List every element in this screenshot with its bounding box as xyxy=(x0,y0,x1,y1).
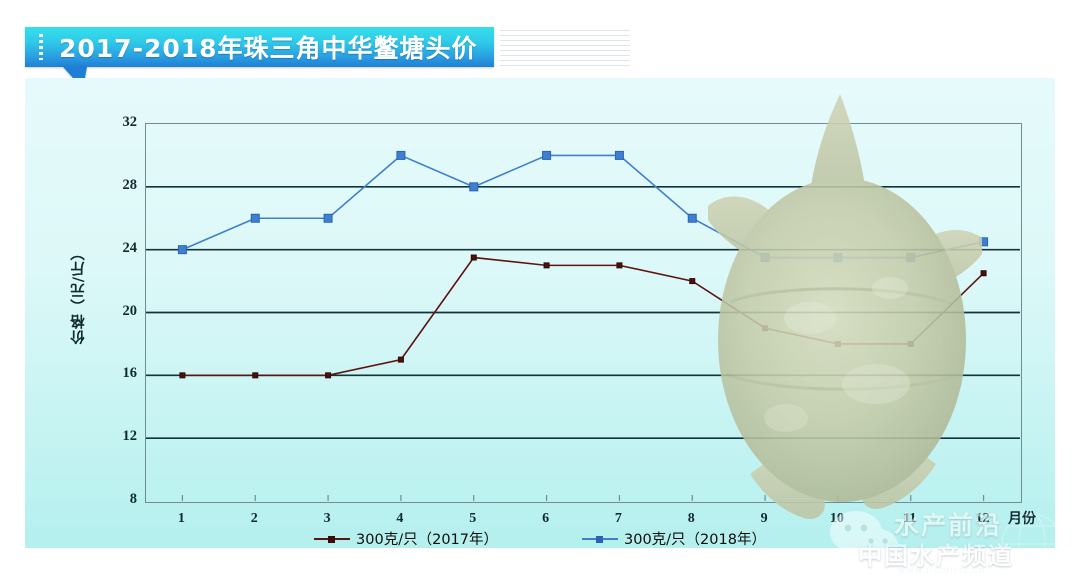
data-point[interactable] xyxy=(543,262,550,269)
data-point[interactable] xyxy=(325,372,332,379)
plot-area xyxy=(145,123,1022,503)
y-tick-label: 16 xyxy=(122,365,138,382)
data-point[interactable] xyxy=(614,150,624,160)
data-point[interactable] xyxy=(907,340,914,347)
data-point[interactable] xyxy=(762,325,769,332)
page-title: 2017-2018年珠三角中华鳖塘头价 xyxy=(59,34,478,63)
legend-label-2017: 300克/只（2017年） xyxy=(356,532,498,548)
data-point[interactable] xyxy=(760,253,770,263)
title-banner: 2017-2018年珠三角中华鳖塘头价 xyxy=(25,27,494,89)
data-point[interactable] xyxy=(542,150,552,160)
y-tick-label: 12 xyxy=(122,428,138,445)
y-axis-title: 价格（元/斤） xyxy=(71,245,87,345)
data-point[interactable] xyxy=(323,213,333,223)
x-tick-label: 10 xyxy=(829,511,844,526)
data-point[interactable] xyxy=(979,237,989,247)
data-point[interactable] xyxy=(687,213,697,223)
data-point[interactable] xyxy=(834,340,841,347)
x-tick-label: 8 xyxy=(687,511,695,526)
x-tick-label: 5 xyxy=(469,511,477,526)
chart-legend: 300克/只（2017年） 300克/只（2018年） xyxy=(25,528,1055,549)
data-point[interactable] xyxy=(177,245,187,255)
series-line-2017 xyxy=(182,256,985,377)
y-tick-label: 8 xyxy=(129,491,137,507)
x-tick-label: 9 xyxy=(760,511,768,526)
y-tick-label: 28 xyxy=(122,176,138,193)
legend-item-2018[interactable]: 300克/只（2018年） xyxy=(582,528,766,549)
x-tick-label: 6 xyxy=(542,511,550,526)
y-tick-label: 32 xyxy=(122,114,138,130)
data-point[interactable] xyxy=(906,253,916,263)
x-tick-label: 12 xyxy=(975,511,990,526)
legend-item-2017[interactable]: 300克/只（2017年） xyxy=(314,528,498,549)
data-point[interactable] xyxy=(397,356,404,363)
data-point[interactable] xyxy=(179,372,186,379)
x-tick-label: 11 xyxy=(903,511,917,526)
x-axis-title: 月份 xyxy=(1008,511,1036,527)
decor-lines xyxy=(500,30,630,66)
x-tick-label: 7 xyxy=(614,511,622,526)
data-point[interactable] xyxy=(250,213,260,223)
y-tick-label: 24 xyxy=(122,239,138,256)
x-tick-label: 3 xyxy=(323,511,331,526)
series-line-2018 xyxy=(182,154,984,259)
data-point[interactable] xyxy=(469,182,479,192)
legend-marker-2018 xyxy=(582,533,618,545)
watermark-url: www.fishfirst.cn xyxy=(898,566,986,576)
data-point[interactable] xyxy=(689,278,696,285)
chart-canvas xyxy=(146,150,1020,501)
data-point[interactable] xyxy=(980,270,987,277)
legend-label-2018: 300克/只（2018年） xyxy=(624,532,766,548)
x-tick-label: 1 xyxy=(177,511,185,526)
data-point[interactable] xyxy=(616,262,623,269)
data-point[interactable] xyxy=(470,254,477,261)
x-tick-label: 4 xyxy=(396,511,404,526)
data-point[interactable] xyxy=(833,253,843,263)
data-point[interactable] xyxy=(396,150,406,160)
data-point[interactable] xyxy=(252,372,259,379)
dotted-bar-icon xyxy=(39,34,43,60)
x-tick-label: 2 xyxy=(250,511,258,526)
legend-marker-2017 xyxy=(314,533,351,545)
y-tick-label: 20 xyxy=(122,302,138,319)
